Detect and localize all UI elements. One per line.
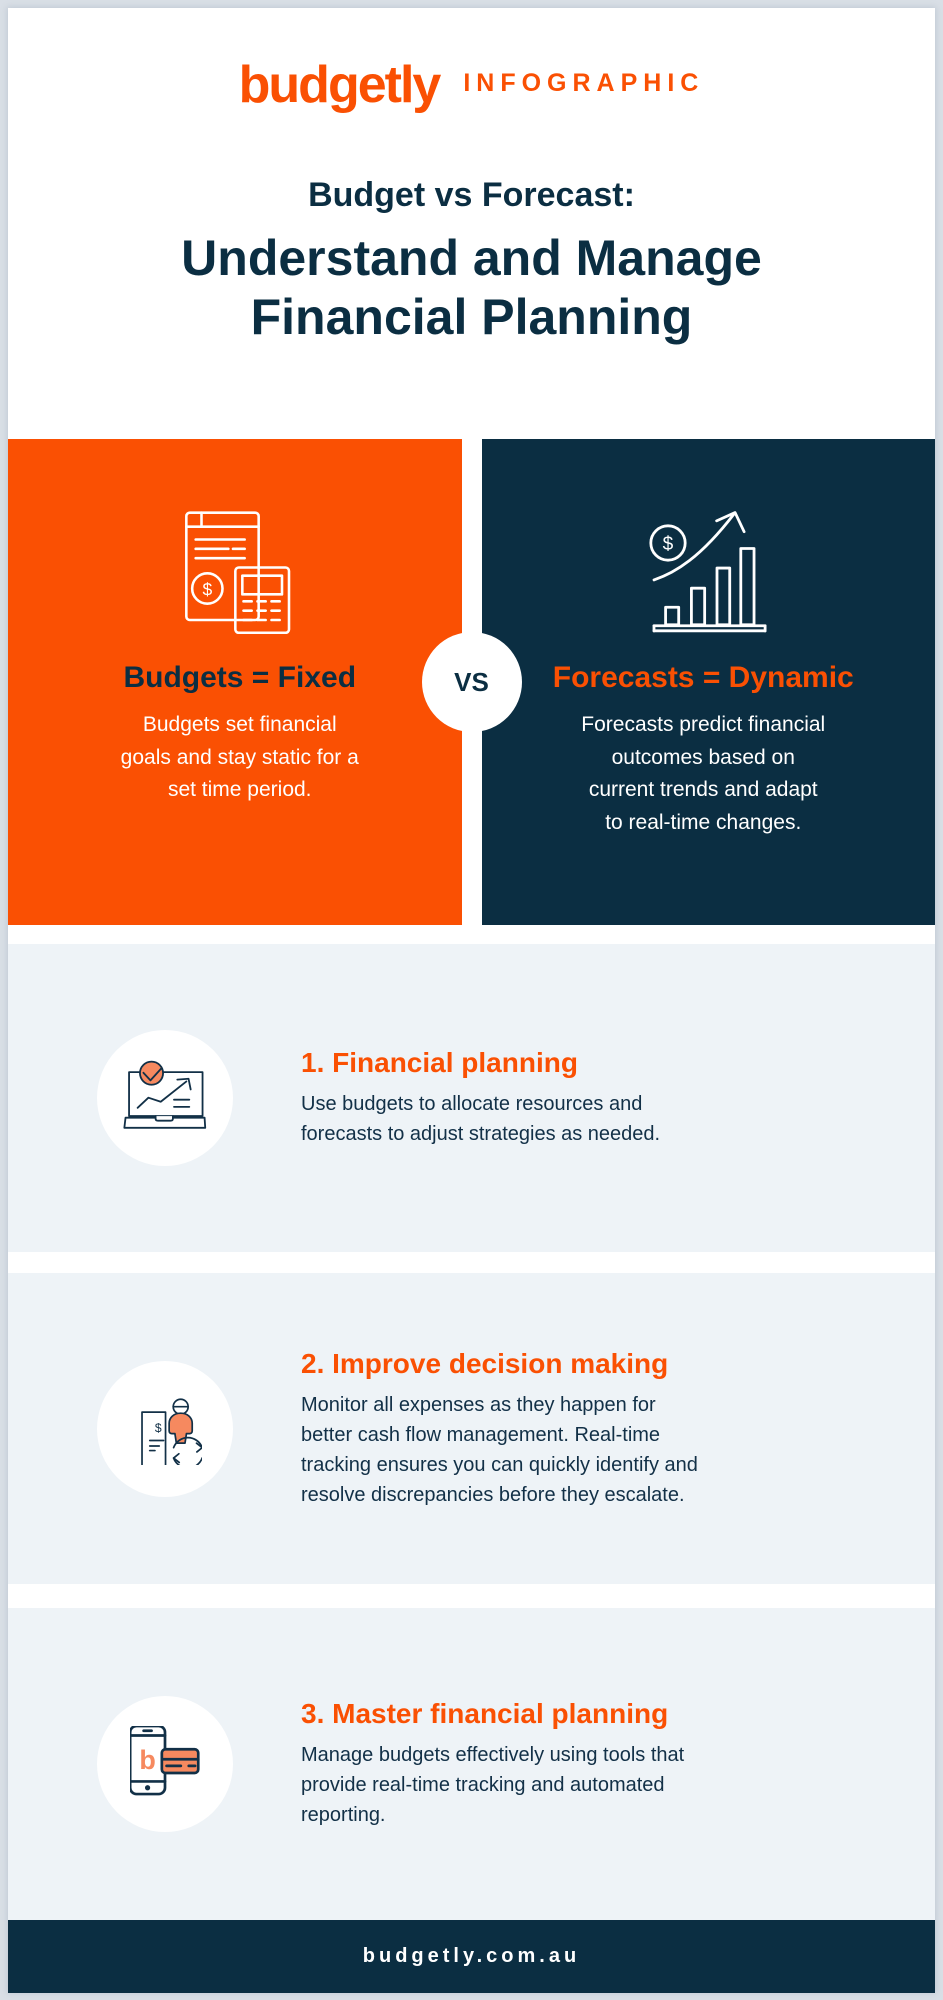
- svg-text:$: $: [155, 1421, 162, 1435]
- svg-text:$: $: [202, 580, 212, 600]
- svg-text:b: b: [139, 1745, 155, 1775]
- svg-text:$: $: [663, 534, 674, 555]
